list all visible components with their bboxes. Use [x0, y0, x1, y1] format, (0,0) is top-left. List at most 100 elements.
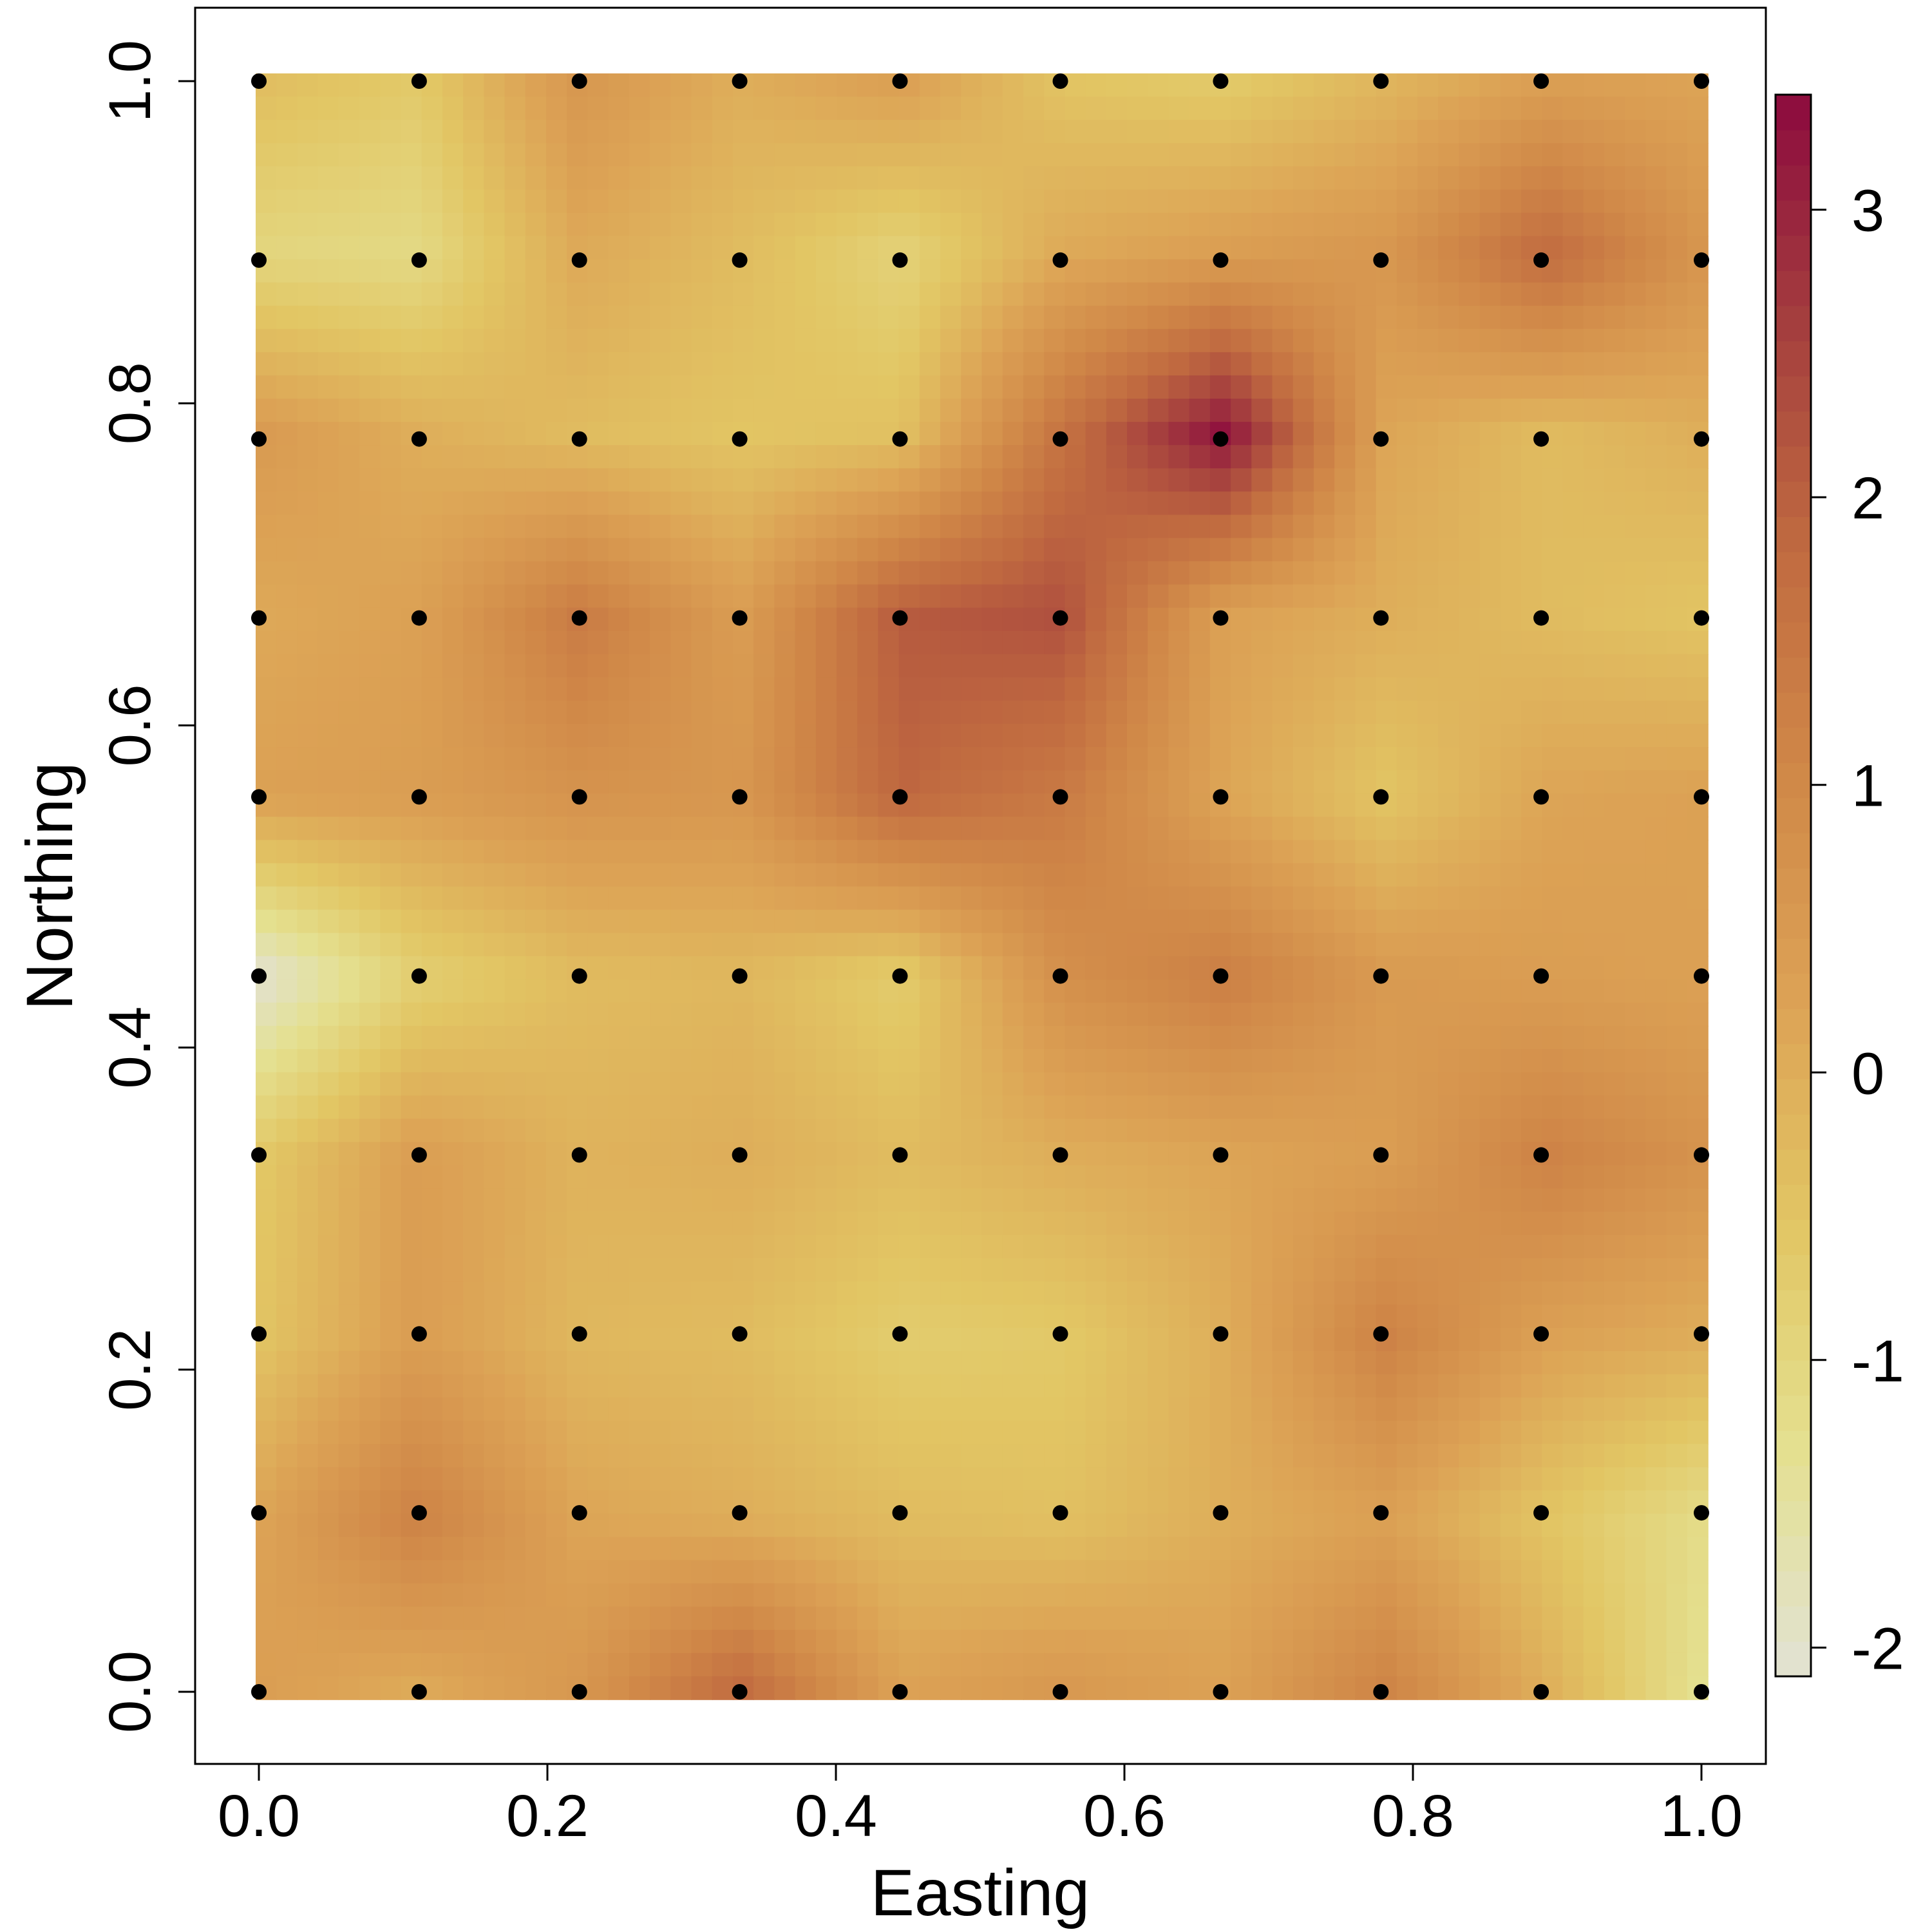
heatmap-cell: [1313, 724, 1335, 748]
heatmap-cell: [401, 213, 422, 237]
heatmap-cell: [525, 143, 547, 167]
heatmap-cell: [442, 399, 464, 422]
heatmap-cell: [795, 1629, 817, 1654]
heatmap-cell: [484, 770, 506, 795]
heatmap-cell: [1334, 607, 1356, 632]
heatmap-cell: [795, 445, 817, 469]
heatmap-cell: [898, 1258, 920, 1282]
heatmap-cell: [256, 886, 278, 911]
heatmap-cell: [484, 1258, 506, 1282]
heatmap-cell: [1666, 491, 1688, 516]
heatmap-cell: [525, 1653, 547, 1677]
heatmap-cell: [484, 886, 506, 911]
heatmap-cell: [380, 1513, 402, 1538]
heatmap-cell: [1625, 1304, 1647, 1329]
heatmap-cell: [961, 561, 983, 585]
heatmap-cell: [1293, 561, 1314, 585]
heatmap-cell: [1687, 863, 1709, 887]
heatmap-cell: [712, 840, 734, 864]
heatmap-cell: [670, 933, 692, 957]
heatmap-cell: [857, 677, 879, 701]
heatmap-cell: [940, 1374, 962, 1398]
heatmap-cell: [629, 1513, 650, 1538]
heatmap-cell: [1376, 166, 1397, 191]
heatmap-cell: [1334, 1629, 1356, 1654]
heatmap-cell: [317, 1467, 339, 1492]
heatmap-cell: [1583, 1629, 1605, 1654]
heatmap-cell: [525, 97, 547, 120]
heatmap-cell: [1645, 422, 1667, 446]
heatmap-cell: [504, 120, 526, 144]
sample-point: [571, 1326, 587, 1342]
heatmap-cell: [1417, 979, 1439, 1003]
heatmap-cell: [981, 143, 1003, 167]
heatmap-cell: [1542, 909, 1564, 934]
heatmap-cell: [1293, 654, 1314, 678]
heatmap-cell: [691, 1119, 713, 1143]
heatmap-cell: [1687, 1629, 1709, 1654]
heatmap-cell: [981, 1397, 1003, 1421]
heatmap-cell: [276, 770, 298, 795]
heatmap-cell: [1459, 1676, 1481, 1700]
heatmap-cell: [1085, 282, 1107, 307]
heatmap-cell: [815, 561, 837, 585]
heatmap-cell: [1002, 97, 1024, 120]
heatmap-cell: [484, 328, 506, 353]
heatmap-cell: [1417, 724, 1439, 748]
heatmap-cell: [401, 840, 422, 864]
heatmap-cell: [1459, 143, 1481, 167]
heatmap-cell: [1231, 909, 1253, 934]
heatmap-cell: [732, 538, 754, 562]
heatmap-cell: [898, 1444, 920, 1468]
heatmap-cell: [1148, 282, 1170, 307]
heatmap-cell: [1023, 793, 1045, 818]
heatmap-cell: [919, 445, 941, 469]
heatmap-cell: [463, 1211, 485, 1236]
heatmap-cell: [1106, 259, 1128, 283]
heatmap-cell: [670, 73, 692, 97]
heatmap-cell: [1168, 236, 1190, 260]
heatmap-cell: [981, 1653, 1003, 1677]
heatmap-cell: [629, 1188, 650, 1213]
heatmap-cell: [256, 1606, 278, 1631]
heatmap-cell: [1002, 909, 1024, 934]
heatmap-cell: [1355, 1606, 1377, 1631]
heatmap-cell: [774, 422, 796, 446]
heatmap-cell: [1148, 538, 1170, 562]
heatmap-cell: [1313, 1211, 1335, 1236]
heatmap-cell: [1168, 584, 1190, 609]
heatmap-cell: [1127, 375, 1149, 399]
heatmap-cell: [1376, 1444, 1397, 1468]
heatmap-cell: [1500, 654, 1522, 678]
heatmap-cell: [1645, 282, 1667, 307]
heatmap-cell: [1251, 1467, 1273, 1492]
heatmap-cell: [1521, 1350, 1543, 1375]
heatmap-cell: [1085, 166, 1107, 191]
heatmap-cell: [774, 630, 796, 655]
heatmap-cell: [484, 375, 506, 399]
heatmap-cell: [629, 1211, 650, 1236]
heatmap-cell: [525, 1467, 547, 1492]
heatmap-cell: [1687, 1025, 1709, 1050]
heatmap-cell: [1272, 1467, 1294, 1492]
heatmap-cell: [1625, 282, 1647, 307]
heatmap-cell: [940, 445, 962, 469]
heatmap-cell: [1459, 1537, 1481, 1561]
heatmap-cell: [1127, 677, 1149, 701]
heatmap-cell: [1604, 630, 1625, 655]
heatmap-cell: [463, 1072, 485, 1096]
heatmap-cell: [525, 1258, 547, 1282]
heatmap-cell: [857, 1304, 879, 1329]
heatmap-cell: [1044, 1049, 1066, 1073]
heatmap-cell: [297, 305, 319, 330]
heatmap-cell: [1417, 1119, 1439, 1143]
heatmap-cell: [587, 1049, 609, 1073]
heatmap-cell: [898, 352, 920, 376]
heatmap-cell: [732, 1072, 754, 1096]
heatmap-cell: [1209, 1374, 1231, 1398]
heatmap-cell: [670, 1513, 692, 1538]
heatmap-cell: [1106, 491, 1128, 516]
heatmap-cell: [1209, 352, 1231, 376]
sample-point: [1694, 610, 1709, 626]
heatmap-cell: [1002, 840, 1024, 864]
